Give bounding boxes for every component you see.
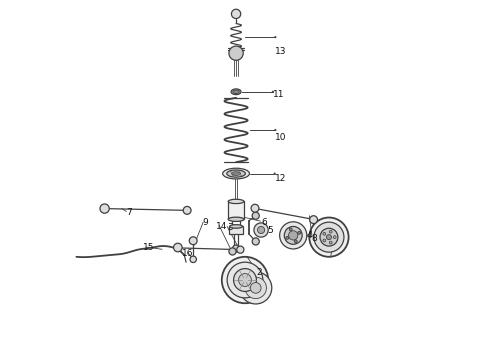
Circle shape	[222, 257, 268, 303]
Circle shape	[100, 204, 109, 213]
Circle shape	[190, 256, 196, 262]
Circle shape	[229, 46, 243, 60]
Text: 12: 12	[275, 174, 287, 183]
Circle shape	[183, 206, 191, 214]
Ellipse shape	[233, 90, 239, 94]
Text: 9: 9	[203, 219, 209, 228]
Circle shape	[323, 232, 326, 235]
Circle shape	[252, 238, 259, 245]
FancyBboxPatch shape	[229, 226, 243, 234]
Circle shape	[274, 36, 276, 38]
Circle shape	[298, 231, 300, 234]
Circle shape	[227, 262, 263, 298]
Ellipse shape	[232, 172, 241, 175]
Ellipse shape	[228, 217, 244, 221]
Circle shape	[273, 172, 276, 175]
Circle shape	[240, 272, 272, 304]
Ellipse shape	[231, 89, 241, 95]
Circle shape	[289, 228, 292, 231]
Circle shape	[286, 237, 289, 239]
Text: 2: 2	[256, 268, 262, 277]
Text: 10: 10	[275, 132, 287, 141]
Circle shape	[189, 237, 197, 245]
Circle shape	[231, 9, 241, 18]
Text: 1: 1	[333, 234, 339, 243]
Text: 6: 6	[262, 219, 268, 228]
Circle shape	[329, 241, 332, 244]
Ellipse shape	[222, 168, 249, 179]
Circle shape	[245, 277, 267, 298]
Circle shape	[234, 269, 256, 292]
Circle shape	[333, 236, 336, 239]
Circle shape	[323, 239, 326, 242]
Text: 8: 8	[312, 234, 318, 243]
Circle shape	[310, 216, 318, 224]
Text: 11: 11	[273, 90, 285, 99]
Circle shape	[274, 129, 276, 131]
Text: 5: 5	[267, 225, 273, 234]
Text: 3: 3	[227, 222, 233, 231]
Circle shape	[272, 91, 274, 93]
Circle shape	[280, 222, 307, 249]
Circle shape	[289, 231, 298, 240]
Text: 15: 15	[143, 243, 154, 252]
Circle shape	[250, 283, 261, 293]
Circle shape	[239, 274, 251, 287]
Circle shape	[254, 223, 268, 237]
Circle shape	[237, 246, 244, 253]
Circle shape	[173, 243, 182, 252]
Circle shape	[252, 212, 259, 219]
Circle shape	[232, 245, 240, 252]
Circle shape	[326, 235, 331, 240]
Ellipse shape	[227, 170, 245, 177]
Text: 14: 14	[216, 222, 227, 231]
FancyBboxPatch shape	[228, 202, 244, 219]
Circle shape	[251, 204, 259, 212]
Circle shape	[329, 230, 332, 233]
Ellipse shape	[230, 225, 243, 228]
Circle shape	[258, 226, 265, 234]
Circle shape	[294, 240, 297, 243]
Text: 16: 16	[182, 249, 194, 258]
Ellipse shape	[228, 199, 244, 203]
Circle shape	[314, 222, 344, 252]
Text: 13: 13	[275, 47, 287, 56]
Text: 4: 4	[306, 231, 312, 240]
Circle shape	[309, 217, 348, 257]
Circle shape	[320, 228, 338, 246]
Circle shape	[284, 226, 302, 244]
Text: 7: 7	[126, 208, 132, 217]
Circle shape	[229, 248, 236, 255]
